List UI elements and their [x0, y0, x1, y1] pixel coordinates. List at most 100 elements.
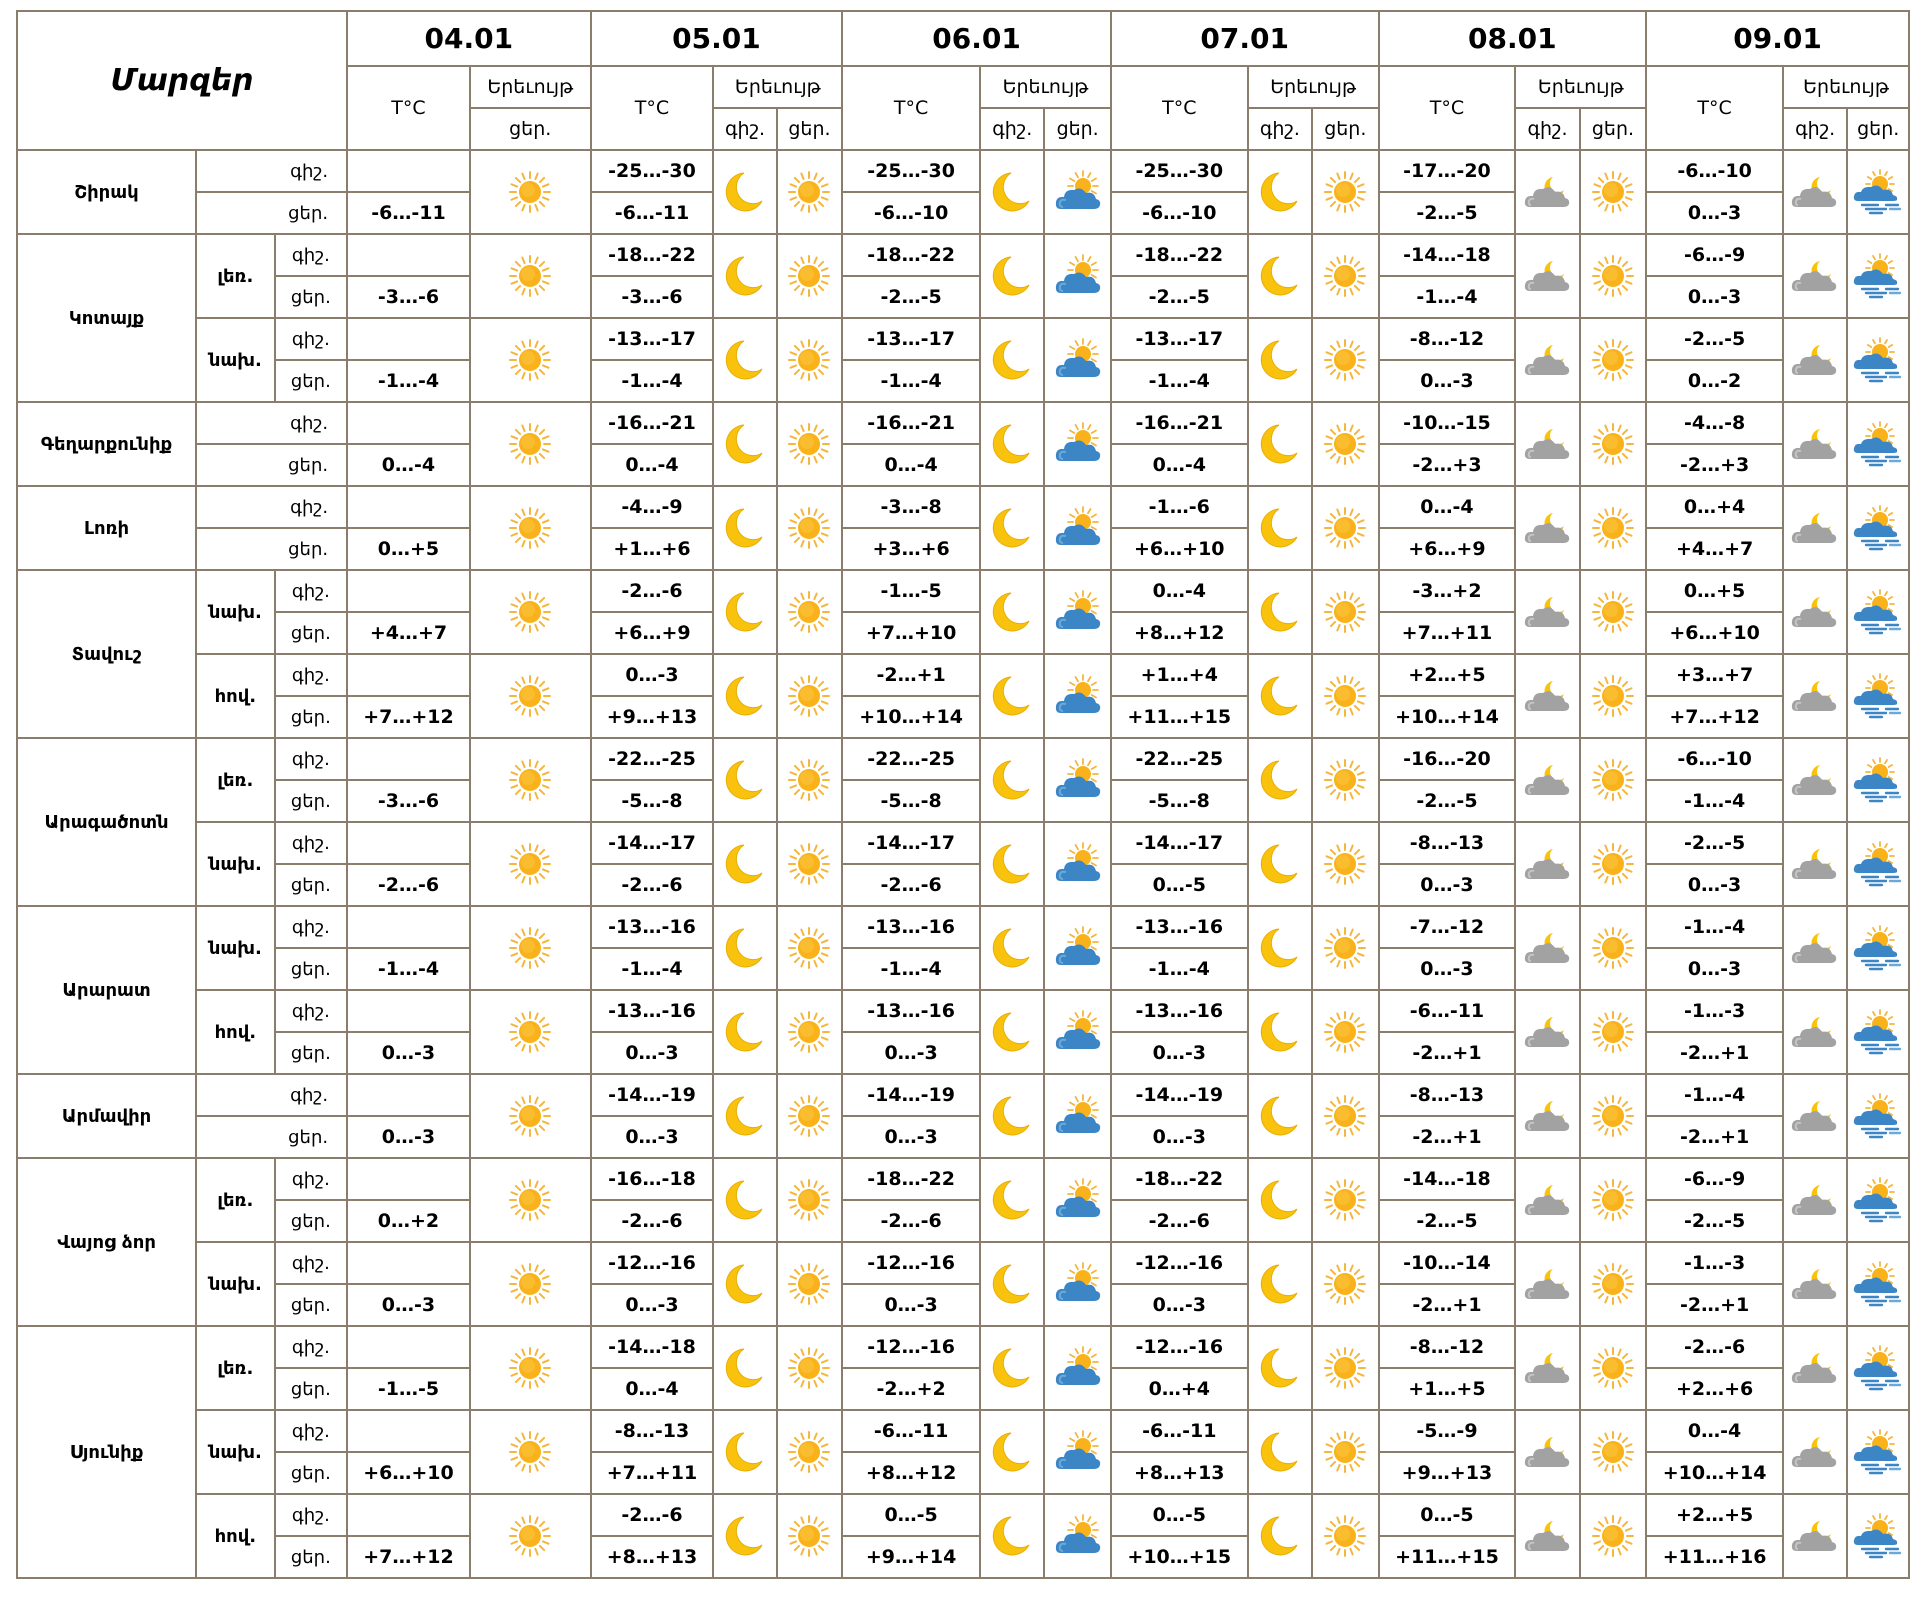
moon-icon [712, 905, 778, 991]
day-temp: -2…+1 [1645, 1115, 1785, 1159]
table-row: ցեր. -1…-5 0…-4 -2…+2 0…+4 +1…+5 +2…+6 [17, 1367, 1909, 1411]
moon-icon [979, 1073, 1046, 1159]
night-temp: -18…-22 [589, 233, 715, 277]
sun-icon [468, 1073, 592, 1159]
day-temp: 0…-3 [1109, 1283, 1249, 1327]
night-temp: -7…-12 [1377, 905, 1517, 949]
moon-icon [979, 905, 1046, 991]
moon-icon [712, 1409, 778, 1495]
table-row: ցեր. -3…-6 -5…-8 -5…-8 -5…-8 -2…-5 -1…-4 [17, 779, 1909, 823]
table-row: ցեր. -6…-11 -6…-11 -6…-10 -6…-10 -2…-5 0…-3 [17, 191, 1909, 235]
zone-label: նախ. [195, 1409, 276, 1495]
day-column-header: ցեր. [1043, 107, 1112, 151]
sun-cloud-showers-icon [1846, 737, 1910, 823]
cloud-moon-icon [1514, 821, 1581, 907]
sun-icon [775, 569, 844, 655]
date-header: 08.01 [1377, 10, 1648, 67]
moon-icon [1246, 989, 1314, 1075]
night-temp-empty [346, 1241, 471, 1285]
day-temp: 0…+2 [346, 1199, 471, 1243]
sun-cloud-showers-icon [1846, 653, 1910, 739]
night-temp: -2…-6 [1645, 1325, 1785, 1369]
date-header: 04.01 [346, 10, 592, 67]
day-label: ցեր. [273, 275, 349, 319]
cloud-moon-icon [1782, 149, 1849, 235]
night-temp: -13…-16 [589, 905, 715, 949]
sun-icon [1578, 1157, 1648, 1243]
sun-icon [775, 1325, 844, 1411]
night-temp: -1…-6 [1109, 485, 1249, 529]
cloud-moon-icon [1514, 485, 1581, 571]
sun-icon [1578, 1325, 1648, 1411]
night-temp: -8…-12 [1377, 317, 1517, 361]
region-name: Սյունիք [15, 1325, 198, 1579]
moon-icon [1246, 1325, 1314, 1411]
moon-icon [979, 1409, 1046, 1495]
night-temp: -6…-9 [1645, 233, 1785, 277]
partly-cloudy-sun-icon [1043, 1409, 1112, 1495]
partly-cloudy-sun-icon [1043, 569, 1112, 655]
moon-icon [1246, 1073, 1314, 1159]
table-row: նախ. գիշ. -14…-17 -14…-17 -14…-17 -8…-13 -2…… [17, 821, 1910, 907]
sun-icon [1311, 1241, 1380, 1327]
day-label: ցեր. [273, 1199, 349, 1243]
day-column-header: ցեր. [1311, 107, 1380, 151]
table-row: Արարատ նախ. գիշ. -13…-16 -13…-16 -13…-16 -7…-… [15, 905, 1910, 1075]
sun-cloud-showers-icon [1846, 569, 1910, 655]
day-temp: +7…+11 [1377, 611, 1517, 655]
moon-icon [1246, 233, 1314, 319]
cloud-moon-icon [1514, 569, 1581, 655]
day-temp: +10…+14 [1645, 1451, 1785, 1495]
partly-cloudy-sun-icon [1043, 737, 1112, 823]
cloud-moon-icon [1782, 1409, 1849, 1495]
sun-icon [1311, 905, 1380, 991]
cloud-moon-icon [1782, 989, 1849, 1075]
night-temp-empty [346, 905, 471, 949]
day-temp: +7…+12 [346, 1535, 471, 1579]
night-temp: -8…-12 [1377, 1325, 1517, 1369]
sun-icon [468, 233, 592, 319]
night-temp: -16…-18 [589, 1157, 715, 1201]
day-temp: -1…-5 [346, 1367, 471, 1411]
sun-icon [1311, 233, 1380, 319]
sun-icon [775, 653, 844, 739]
table-row: հով. գիշ. -2…-6 0…-5 0…-5 0…-5 +2…+5 [17, 1493, 1910, 1579]
sun-icon [468, 1325, 592, 1411]
day-temp: +9…+14 [841, 1535, 982, 1579]
sun-cloud-showers-icon [1846, 233, 1910, 319]
table-row: ցեր. +6…+10 +7…+11 +8…+12 +8…+13 +9…+13 +10…+1… [17, 1451, 1909, 1495]
night-temp: +2…+5 [1377, 653, 1517, 697]
day-temp: -1…-4 [1377, 275, 1517, 319]
night-temp: -6…-10 [1645, 737, 1785, 781]
night-temp-empty [346, 149, 471, 193]
sun-icon [1311, 821, 1380, 907]
night-temp: -14…-17 [1109, 821, 1249, 865]
partly-cloudy-sun-icon [1043, 1493, 1112, 1579]
day-temp: -2…+1 [1645, 1283, 1785, 1327]
phenomenon-column-header: Երեւույթ [1246, 65, 1380, 109]
sun-icon [775, 233, 844, 319]
zone-label: լեռ. [195, 737, 276, 823]
moon-icon [712, 1157, 778, 1243]
night-temp-empty [346, 1073, 471, 1117]
sun-icon [1578, 1241, 1648, 1327]
day-column-header: ցեր. [1846, 107, 1910, 151]
zone-label: լեռ. [195, 233, 276, 319]
cloud-moon-icon [1514, 905, 1581, 991]
day-temp: +8…+13 [589, 1535, 715, 1579]
night-temp: -14…-19 [589, 1073, 715, 1117]
cloud-moon-icon [1782, 1073, 1849, 1159]
day-temp: +11…+16 [1645, 1535, 1785, 1579]
day-temp: +10…+15 [1109, 1535, 1249, 1579]
night-label: գիշ. [273, 1241, 349, 1285]
night-temp: -8…-13 [1377, 821, 1517, 865]
night-temp: -6…-11 [1109, 1409, 1249, 1453]
cloud-moon-icon [1514, 1241, 1581, 1327]
day-temp: -6…-11 [346, 191, 471, 235]
partly-cloudy-sun-icon [1043, 317, 1112, 403]
night-temp: -16…-21 [841, 401, 982, 445]
night-temp: -13…-16 [841, 905, 982, 949]
sun-icon [1311, 569, 1380, 655]
night-temp: -14…-18 [1377, 233, 1517, 277]
table-row: ցեր. 0…-3 0…-3 0…-3 0…-3 -2…+1 -2…+1 [17, 1115, 1909, 1159]
